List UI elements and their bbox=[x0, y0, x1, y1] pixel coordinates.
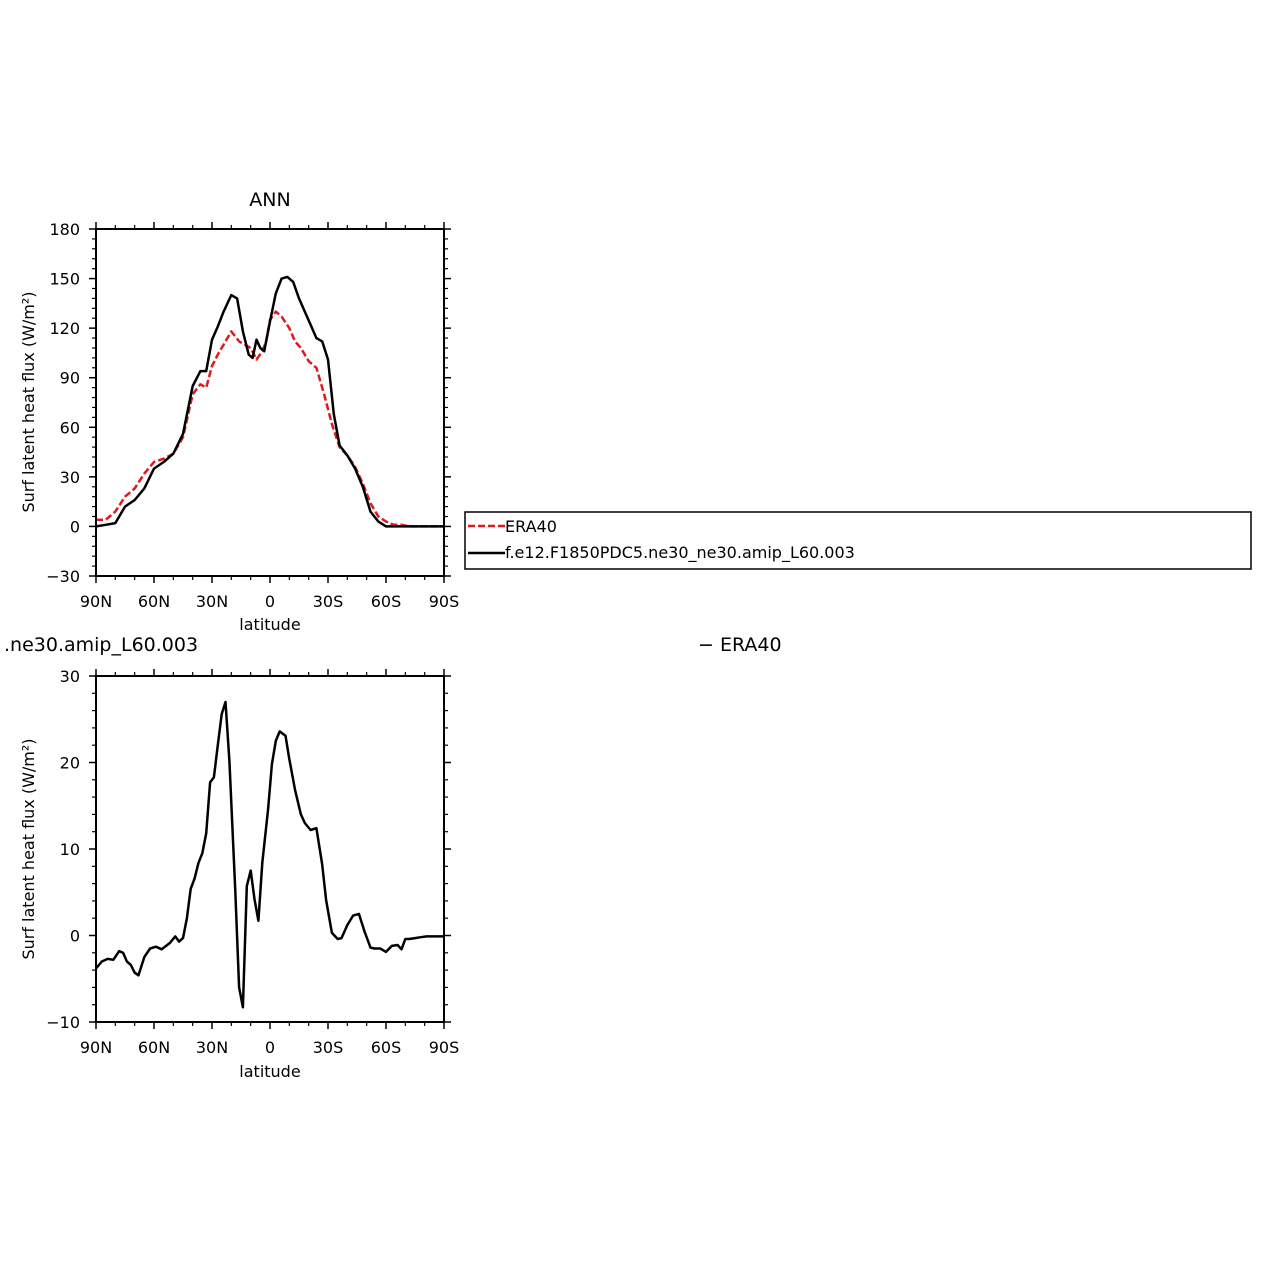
top-panel: ANN 90N 60N 30N 0 30S 60S 90S −30 0 30 60 90 120 150 1… bbox=[19, 189, 459, 634]
top-y-tick-label: 150 bbox=[49, 270, 80, 289]
bottom-y-tick-label: 0 bbox=[70, 927, 80, 946]
top-y-tick-label: 120 bbox=[49, 319, 80, 338]
top-x-tick-label: 60N bbox=[138, 592, 170, 611]
bottom-series-line-0 bbox=[95, 700, 444, 1009]
bottom-x-tick-label: 30S bbox=[313, 1038, 344, 1057]
bottom-x-tick-label: 90S bbox=[429, 1038, 460, 1057]
top-x-tick-label: 0 bbox=[265, 592, 275, 611]
bottom-y-tick-label: −10 bbox=[46, 1013, 80, 1032]
top-x-axis-label: latitude bbox=[239, 615, 300, 634]
chart-title: ANN bbox=[249, 189, 290, 211]
top-x-tick-label: 30N bbox=[196, 592, 228, 611]
top-x-tick-label: 90S bbox=[429, 592, 460, 611]
top-y-axis-label: Surf latent heat flux (W/m²) bbox=[19, 291, 38, 512]
bottom-x-tick-label: 90N bbox=[80, 1038, 112, 1057]
top-y-tick-label: 90 bbox=[60, 369, 80, 388]
bottom-x-axis-label: latitude bbox=[239, 1062, 300, 1081]
bottom-y-tick-label: 10 bbox=[60, 840, 80, 859]
bottom-right-caption: − ERA40 bbox=[698, 634, 782, 656]
bottom-x-tick-label: 0 bbox=[265, 1038, 275, 1057]
bottom-y-tick-label: 20 bbox=[60, 754, 80, 773]
top-y-tick-label: 180 bbox=[49, 220, 80, 239]
bottom-panel-series bbox=[95, 700, 444, 1009]
top-panel-series bbox=[95, 275, 444, 528]
bottom-plot-frame bbox=[95, 675, 445, 1023]
legend-box bbox=[464, 511, 1252, 570]
legend: ERA40 f.e12.F1850PDC5.ne30_ne30.amip_L60… bbox=[464, 511, 1252, 570]
top-x-tick-label: 90N bbox=[80, 592, 112, 611]
top-y-tick-label: −30 bbox=[46, 567, 80, 586]
bottom-y-axis-label: Surf latent heat flux (W/m²) bbox=[19, 738, 38, 959]
top-y-tick-label: 60 bbox=[60, 418, 80, 437]
top-x-tick-label: 30S bbox=[313, 592, 344, 611]
bottom-x-tick-label: 30N bbox=[196, 1038, 228, 1057]
legend-label-era40: ERA40 bbox=[505, 517, 557, 536]
legend-label-model: f.e12.F1850PDC5.ne30_ne30.amip_L60.003 bbox=[505, 543, 855, 563]
bottom-x-tick-label: 60N bbox=[138, 1038, 170, 1057]
top-x-tick-label: 60S bbox=[371, 592, 402, 611]
top-series-line-0 bbox=[96, 310, 444, 528]
bottom-panel-ticks: 90N 60N 30N 0 30S 60S 90S −10 0 10 20 30 bbox=[46, 667, 459, 1057]
top-panel-ticks: 90N 60N 30N 0 30S 60S 90S −30 0 30 60 90 120 150 180 bbox=[46, 220, 459, 611]
bottom-y-tick-label: 30 bbox=[60, 667, 80, 686]
bottom-x-tick-label: 60S bbox=[371, 1038, 402, 1057]
bottom-panel: .ne30.amip_L60.003 − ERA40 90N 60N 30N 0 30S… bbox=[4, 634, 782, 1081]
top-plot-frame bbox=[95, 228, 445, 577]
top-series-line-1 bbox=[95, 275, 444, 528]
top-y-tick-label: 30 bbox=[60, 468, 80, 487]
bottom-left-caption: .ne30.amip_L60.003 bbox=[4, 634, 198, 656]
top-y-tick-label: 0 bbox=[70, 517, 80, 536]
